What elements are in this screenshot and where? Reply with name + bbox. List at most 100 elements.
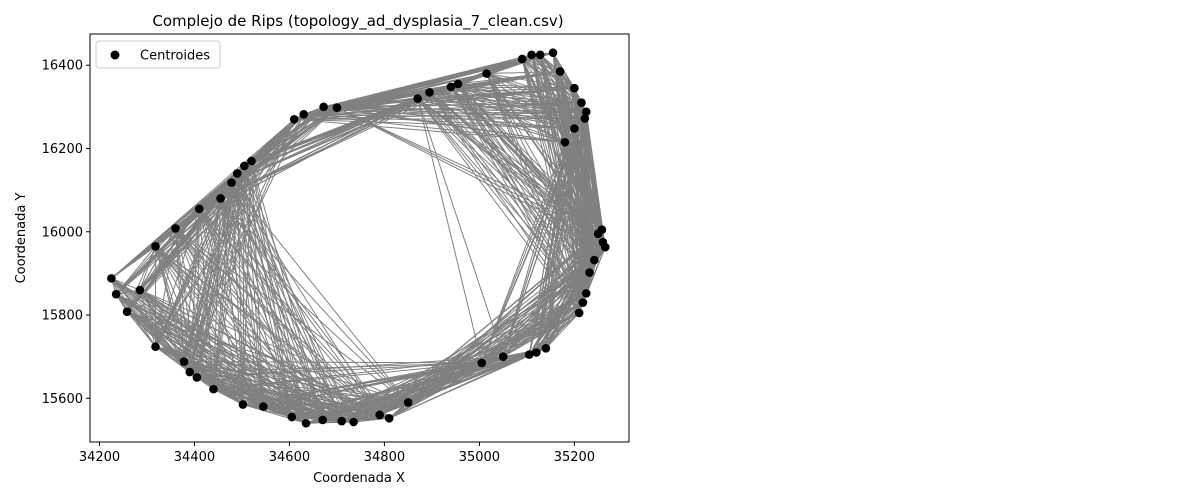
legend: Centroides <box>95 40 221 69</box>
rips-edge <box>220 198 354 423</box>
centroid-point <box>151 342 160 351</box>
centroid-point <box>287 412 297 422</box>
centroid-point <box>289 115 299 124</box>
x-tick-label: 35200 <box>554 450 595 465</box>
rips-edge <box>564 88 575 143</box>
rips-edge <box>388 347 547 419</box>
centroid-point <box>209 384 218 394</box>
rips-edge <box>521 58 584 303</box>
rips-edge <box>236 173 264 407</box>
y-tick-label: 16200 <box>42 142 83 157</box>
rips-edge <box>126 311 156 347</box>
centroid-point <box>238 400 248 409</box>
centroid-point <box>482 69 491 78</box>
rips-edge <box>213 388 244 405</box>
centroid-point <box>349 417 358 427</box>
centroid-point <box>135 285 145 295</box>
rips-edge <box>486 73 584 303</box>
rips-edge <box>417 98 483 364</box>
rips-edge <box>198 208 264 407</box>
rips-edge <box>573 128 584 303</box>
y-axis-ticks: 15600 15800 16000 16200 16400 <box>42 59 90 407</box>
centroid-point <box>122 307 132 316</box>
centroid-point <box>555 67 565 76</box>
centroid-point <box>535 50 545 60</box>
rips-edge <box>183 173 238 362</box>
rips-edge <box>564 142 580 313</box>
centroid-point <box>577 98 586 107</box>
rips-edge <box>573 128 580 313</box>
rips-edge <box>236 173 293 418</box>
centroid-point <box>259 402 268 411</box>
rips-edge <box>139 208 200 291</box>
rips-edge <box>578 102 583 313</box>
rips-edge <box>481 128 575 364</box>
centroid-point <box>301 418 311 428</box>
rips-edge <box>486 73 580 314</box>
centroid-point <box>332 103 342 112</box>
centroid-point <box>570 83 579 93</box>
rips-edge <box>486 73 587 294</box>
rips-edge <box>231 182 293 418</box>
rips-edge <box>189 165 245 373</box>
rips-edge <box>242 165 245 405</box>
rips-edge <box>573 102 582 129</box>
rips-edge <box>198 208 324 421</box>
rips-edge <box>303 113 565 143</box>
rips-edge <box>196 208 200 378</box>
x-axis-ticks: 34200 34400 34600 34800 35000 35200 <box>79 442 595 465</box>
centroid-point <box>425 87 434 97</box>
rips-edge <box>450 86 580 314</box>
rips-edge <box>155 246 191 373</box>
rips-edge <box>250 160 324 421</box>
centroid-point <box>107 274 116 283</box>
y-tick-label: 15600 <box>42 392 83 407</box>
centroid-point <box>384 413 394 423</box>
rips-edge <box>336 107 575 130</box>
rips-edge <box>236 173 355 423</box>
rips-edge <box>189 208 200 373</box>
centroid-point <box>111 289 121 299</box>
rips-edge <box>220 198 244 405</box>
rips-edge <box>521 58 580 314</box>
centroid-point <box>597 225 607 234</box>
rips-edge <box>243 165 324 421</box>
rips-edge <box>585 111 606 248</box>
rips-edge <box>212 182 233 390</box>
centroid-point <box>247 156 256 166</box>
legend-marker <box>110 50 120 60</box>
centroid-point <box>337 416 346 426</box>
rips-edge <box>417 98 504 357</box>
rips-edge <box>155 246 198 378</box>
rips-edge <box>175 198 221 229</box>
rips-edge <box>545 312 580 349</box>
rips-edge <box>236 173 244 405</box>
centroid-point <box>477 358 487 368</box>
rips-edge <box>250 160 264 407</box>
centroid-point <box>517 54 527 64</box>
rips-edge <box>198 208 214 390</box>
rips-edge <box>242 160 252 405</box>
rips-edge <box>155 208 200 347</box>
centroid-point <box>527 50 536 60</box>
centroid-point <box>403 398 413 407</box>
plot-area <box>107 48 610 428</box>
centroid-point <box>453 79 463 89</box>
rips-edge <box>242 404 307 424</box>
rips-edge <box>231 182 381 416</box>
y-tick-label: 16000 <box>42 225 83 240</box>
centroid-points <box>107 48 610 428</box>
rips-edge <box>457 83 566 143</box>
x-tick-label: 35000 <box>459 450 500 465</box>
rips-edge <box>481 142 566 364</box>
rips-edge <box>220 198 264 407</box>
rips-edge <box>243 165 293 418</box>
rips-edge <box>183 208 200 362</box>
rips-edge <box>457 83 584 303</box>
centroid-point <box>498 352 508 361</box>
rips-edge <box>585 111 591 273</box>
centroid-point <box>179 357 189 366</box>
rips-edge <box>126 311 390 419</box>
rips-edge <box>139 228 176 291</box>
x-tick-label: 34800 <box>364 450 405 465</box>
